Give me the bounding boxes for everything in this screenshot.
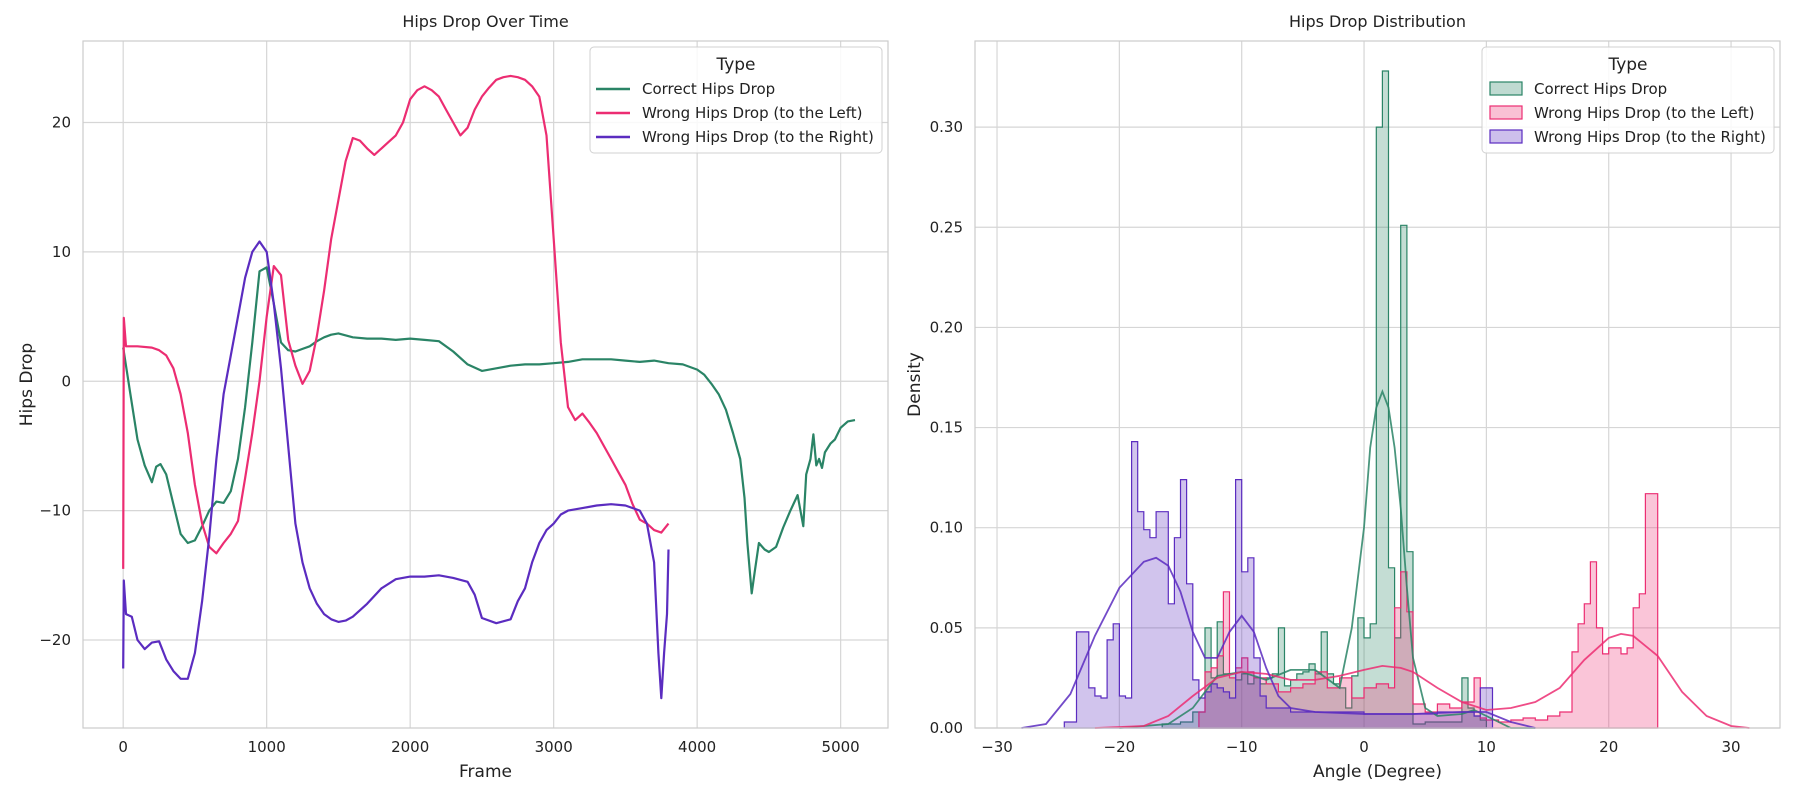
tick-labels: −30 −20 −10 0 10 20 30 0.00 0.05 0.10 0.15 0.20 0.25… xyxy=(930,118,1741,756)
plot-frame xyxy=(82,40,889,729)
y-tick-label: 0.25 xyxy=(930,218,963,236)
kde-curve xyxy=(1021,556,1536,729)
legend-title: Type xyxy=(715,55,755,75)
legend-swatch xyxy=(1489,129,1523,144)
y-tick-label: 0.20 xyxy=(930,318,963,336)
series-lines xyxy=(122,74,856,700)
y-axis-label: Hips Drop xyxy=(17,343,37,426)
kde-curve xyxy=(1094,632,1750,729)
y-tick-label: 0.15 xyxy=(930,419,963,437)
y-tick-label: 0.10 xyxy=(930,519,963,537)
legend-label: Correct Hips Drop xyxy=(642,80,775,98)
x-tick-label: 4000 xyxy=(678,738,716,756)
x-tick-label: 0 xyxy=(118,738,128,756)
y-tick-label: 0 xyxy=(61,372,71,390)
legend-label: Correct Hips Drop xyxy=(1534,80,1667,98)
y-tick-label: 0.00 xyxy=(930,719,963,737)
x-tick-label: 2000 xyxy=(391,738,429,756)
legend-box xyxy=(1481,46,1775,154)
y-tick-label: 0.30 xyxy=(930,118,963,136)
kde-curve xyxy=(1119,388,1536,729)
legend-label: Wrong Hips Drop (to the Right) xyxy=(1534,128,1766,146)
legend-box xyxy=(589,46,883,154)
legend: Type Correct Hips Drop Wrong Hips Drop (to… xyxy=(589,46,883,154)
line-chart-panel: 0 1000 2000 3000 4000 5000 −20 −10 0 10 20 Hips Dr… xyxy=(17,12,889,782)
legend-label: Wrong Hips Drop (to the Right) xyxy=(642,128,874,146)
y-tick-label: 20 xyxy=(52,114,71,132)
x-tick-label: 0 xyxy=(1359,738,1369,756)
series-line xyxy=(122,240,670,700)
x-tick-label: −20 xyxy=(1104,738,1136,756)
x-axis-label: Frame xyxy=(459,762,512,782)
legend-title: Type xyxy=(1607,55,1647,75)
histogram-panel: −30 −20 −10 0 10 20 30 0.00 0.05 0.10 0.15 0.20 0.25… xyxy=(905,12,1781,782)
plot-area xyxy=(83,41,888,728)
plot-area xyxy=(975,41,1780,728)
legend-label: Wrong Hips Drop (to the Left) xyxy=(1534,104,1755,122)
x-tick-label: −30 xyxy=(981,738,1013,756)
x-tick-label: 5000 xyxy=(822,738,860,756)
histogram-series xyxy=(1021,70,1750,729)
x-tick-label: 10 xyxy=(1477,738,1496,756)
chart-title: Hips Drop Distribution xyxy=(1289,12,1466,31)
legend-label: Wrong Hips Drop (to the Left) xyxy=(642,104,863,122)
plot-frame xyxy=(974,40,1781,729)
legend-swatch xyxy=(1489,81,1523,96)
y-tick-label: 0.05 xyxy=(930,619,963,637)
series-line xyxy=(122,266,856,595)
chart-title: Hips Drop Over Time xyxy=(402,12,568,31)
x-tick-label: 3000 xyxy=(535,738,573,756)
series-line xyxy=(122,74,670,569)
y-tick-label: 10 xyxy=(52,243,71,261)
x-tick-label: 20 xyxy=(1599,738,1618,756)
y-axis-label: Density xyxy=(905,352,925,417)
y-tick-label: −20 xyxy=(39,631,71,649)
x-tick-label: 1000 xyxy=(248,738,286,756)
y-tick-label: −10 xyxy=(39,502,71,520)
legend: Type Correct Hips Drop Wrong Hips Drop (to… xyxy=(1481,46,1775,154)
tick-labels: 0 1000 2000 3000 4000 5000 −20 −10 0 10 20 xyxy=(39,114,859,756)
x-tick-label: −10 xyxy=(1226,738,1258,756)
x-tick-label: 30 xyxy=(1722,738,1741,756)
legend-swatch xyxy=(1489,105,1523,120)
x-axis-label: Angle (Degree) xyxy=(1313,762,1442,782)
